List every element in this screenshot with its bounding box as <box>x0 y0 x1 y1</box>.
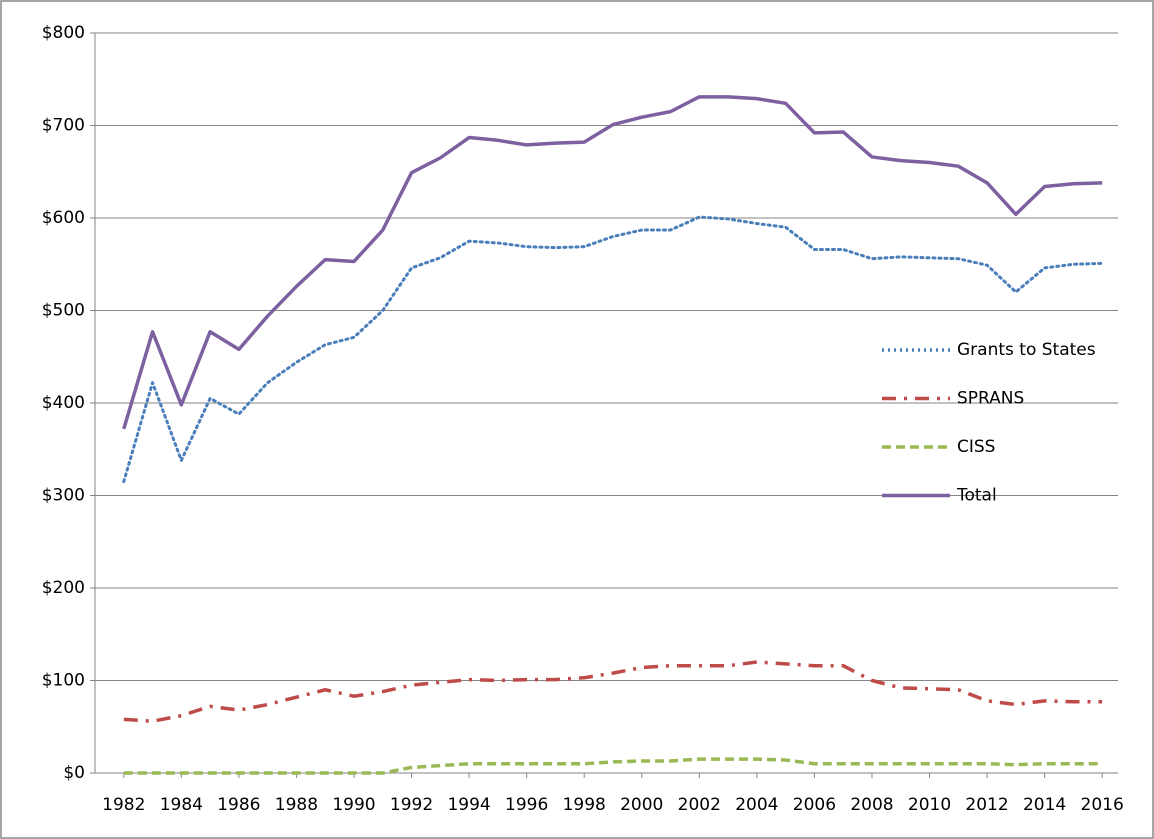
x-tick-label: 2002 <box>678 795 721 815</box>
series-line <box>122 95 1103 430</box>
x-tick-label: 1990 <box>332 795 375 815</box>
legend-label: SPRANS <box>957 389 1024 409</box>
series-line <box>122 215 1104 484</box>
y-tick-label: $200 <box>42 578 85 598</box>
legend-label: Grants to States <box>957 340 1096 360</box>
x-tick-label: 2000 <box>620 795 663 815</box>
x-tick-label: 1994 <box>447 795 490 815</box>
x-tick-label: 1986 <box>217 795 260 815</box>
x-tick-label: 2004 <box>735 795 778 815</box>
x-tick-label: 1984 <box>160 795 203 815</box>
x-tick-label: 1988 <box>275 795 318 815</box>
y-tick-label: $100 <box>42 671 85 691</box>
x-tick-label: 2006 <box>793 795 836 815</box>
x-tick-label: 1998 <box>563 795 606 815</box>
x-tick-label: 1992 <box>390 795 433 815</box>
y-tick-label: $400 <box>42 393 85 413</box>
x-tick-label: 2014 <box>1023 795 1066 815</box>
y-tick-label: $600 <box>42 208 85 228</box>
y-tick-label: $800 <box>42 23 85 43</box>
y-tick-label: $500 <box>42 301 85 321</box>
series-line <box>123 757 1103 775</box>
series-line <box>123 660 1103 723</box>
x-tick-label: 2016 <box>1081 795 1124 815</box>
y-tick-label: $0 <box>63 763 85 783</box>
x-tick-label: 1982 <box>102 795 145 815</box>
x-tick-label: 1996 <box>505 795 548 815</box>
x-tick-label: 2010 <box>908 795 951 815</box>
y-tick-label: $300 <box>42 486 85 506</box>
legend-label: Total <box>956 486 997 506</box>
x-tick-label: 2008 <box>850 795 893 815</box>
legend-label: CISS <box>957 437 995 457</box>
x-tick-label: 2012 <box>965 795 1008 815</box>
y-tick-label: $700 <box>42 116 85 136</box>
